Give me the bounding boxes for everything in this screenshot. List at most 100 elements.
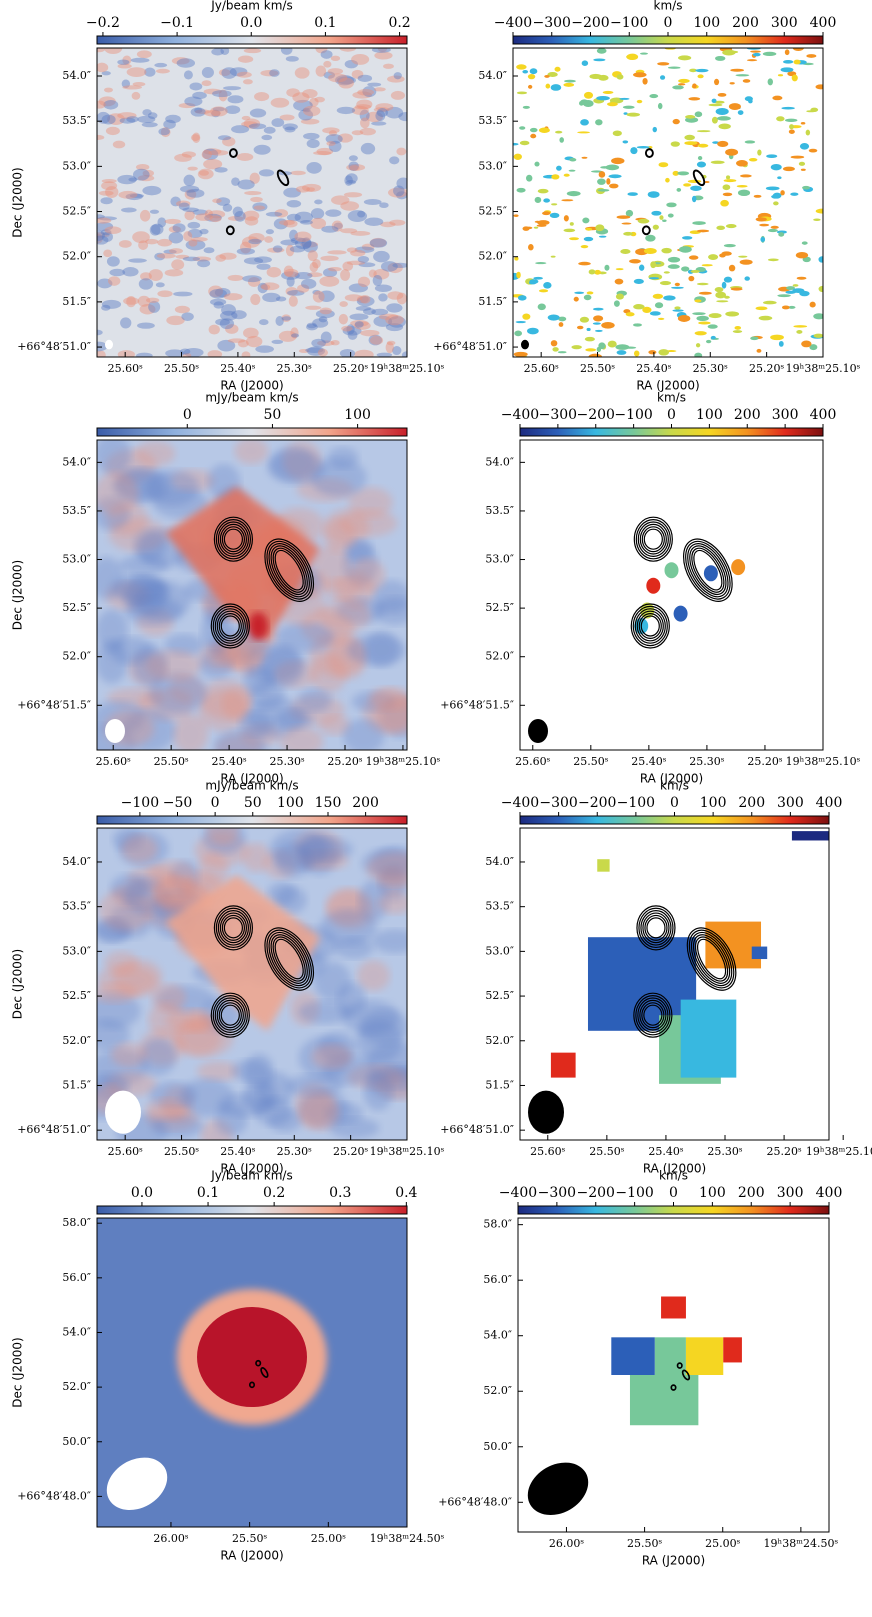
noise-blob: [145, 470, 200, 506]
noise-blob: [360, 329, 380, 337]
y-tick-label: 52.0″: [62, 1380, 91, 1393]
noise-blob: [142, 169, 155, 177]
velocity-speck: [559, 137, 564, 143]
noise-blob: [192, 256, 212, 262]
noise-blob: [231, 177, 240, 186]
velocity-speck: [722, 184, 731, 191]
velocity-blob: [646, 577, 661, 594]
noise-blob: [312, 258, 321, 269]
noise-blob: [339, 349, 356, 357]
velocity-speck: [767, 78, 773, 86]
velocity-speck: [718, 123, 731, 130]
noise-blob: [257, 282, 268, 294]
noise-blob: [241, 236, 261, 248]
noise-blob: [201, 80, 212, 87]
contour: [268, 543, 310, 598]
velocity-speck: [752, 52, 761, 57]
noise-blob: [97, 341, 108, 352]
colorbar: [96, 815, 408, 825]
noise-blob: [371, 308, 389, 316]
velocity-speck: [652, 224, 659, 230]
contour: [681, 1369, 691, 1381]
velocity-speck: [607, 340, 617, 348]
y-tick-label: 58.0″: [62, 1216, 91, 1229]
noise-blob: [374, 51, 393, 60]
noise-blob: [300, 241, 319, 248]
contour: [638, 907, 674, 949]
velocity-speck: [765, 186, 780, 191]
y-tick-label: 51.5″: [62, 1078, 91, 1091]
noise-blob: [336, 76, 356, 85]
velocity-speck: [615, 268, 624, 271]
plot-frame: [519, 827, 830, 1141]
colorbar-tick-label: 150: [315, 795, 342, 811]
noise-blob: [342, 261, 354, 271]
noise-blob: [302, 241, 318, 253]
velocity-speck: [580, 244, 589, 249]
noise-blob: [361, 243, 375, 251]
colorbar-tick-label: −300: [538, 1185, 576, 1201]
noise-blob: [318, 598, 372, 633]
velocity-speck: [729, 82, 735, 85]
velocity-speck: [648, 277, 660, 280]
velocity-speck: [755, 306, 768, 311]
velocity-speck: [708, 254, 719, 260]
velocity-speck: [760, 237, 766, 243]
noise-blob: [341, 325, 353, 332]
x-tick-label: 25.50ˢ: [164, 362, 199, 375]
noise-blob: [148, 672, 207, 714]
contour: [689, 545, 727, 596]
noise-blob: [347, 330, 358, 340]
colorbar: [96, 427, 408, 437]
y-tick-label: 53.5″: [62, 900, 91, 913]
contour: [221, 914, 245, 941]
noise-blob: [181, 151, 196, 158]
noise-blob: [372, 929, 407, 954]
velocity-speck: [598, 74, 609, 81]
contour: [217, 910, 249, 946]
velocity-speck: [801, 340, 812, 348]
noise-blob: [386, 340, 396, 346]
noise-blob: [157, 217, 167, 228]
colorbar-tick-label: 0: [667, 407, 676, 423]
velocity-speck: [688, 255, 699, 260]
noise-blob: [393, 72, 402, 80]
noise-blob: [97, 329, 103, 336]
y-tick-label: 51.5″: [478, 295, 507, 308]
noise-blob: [272, 245, 283, 253]
noise-blob: [297, 284, 310, 293]
velocity-speck: [716, 116, 731, 121]
velocity-speck: [654, 302, 664, 309]
velocity-speck: [630, 147, 638, 155]
velocity-speck: [566, 191, 581, 197]
velocity-speck: [813, 313, 823, 320]
velocity-speck: [519, 140, 530, 146]
noise-blob: [178, 103, 196, 109]
velocity-speck: [708, 313, 722, 319]
noise-blob: [398, 112, 407, 122]
velocity-speck: [771, 194, 781, 199]
velocity-speck: [615, 293, 624, 300]
velocity-speck: [736, 159, 748, 167]
velocity-speck: [677, 83, 686, 86]
noise-blob: [359, 127, 376, 136]
noise-blob: [255, 345, 274, 353]
noise-blob: [281, 271, 300, 280]
velocity-speck: [672, 85, 684, 90]
noise-blob: [97, 440, 132, 475]
velocity-speck: [746, 59, 758, 62]
contour: [694, 936, 729, 982]
contour: [274, 938, 304, 980]
noise-blob: [280, 239, 299, 246]
noise-blob: [342, 326, 362, 336]
velocity-speck: [657, 62, 670, 66]
velocity-speck: [809, 344, 818, 351]
noise-blob: [97, 350, 106, 357]
velocity-speck: [780, 67, 794, 73]
contour: [217, 521, 249, 558]
noise-blob: [351, 130, 364, 136]
noise-blob: [138, 240, 149, 250]
colorbar-tick-label: 0.1: [197, 1185, 219, 1201]
noise-blob: [149, 209, 160, 214]
noise-blob: [183, 231, 193, 242]
